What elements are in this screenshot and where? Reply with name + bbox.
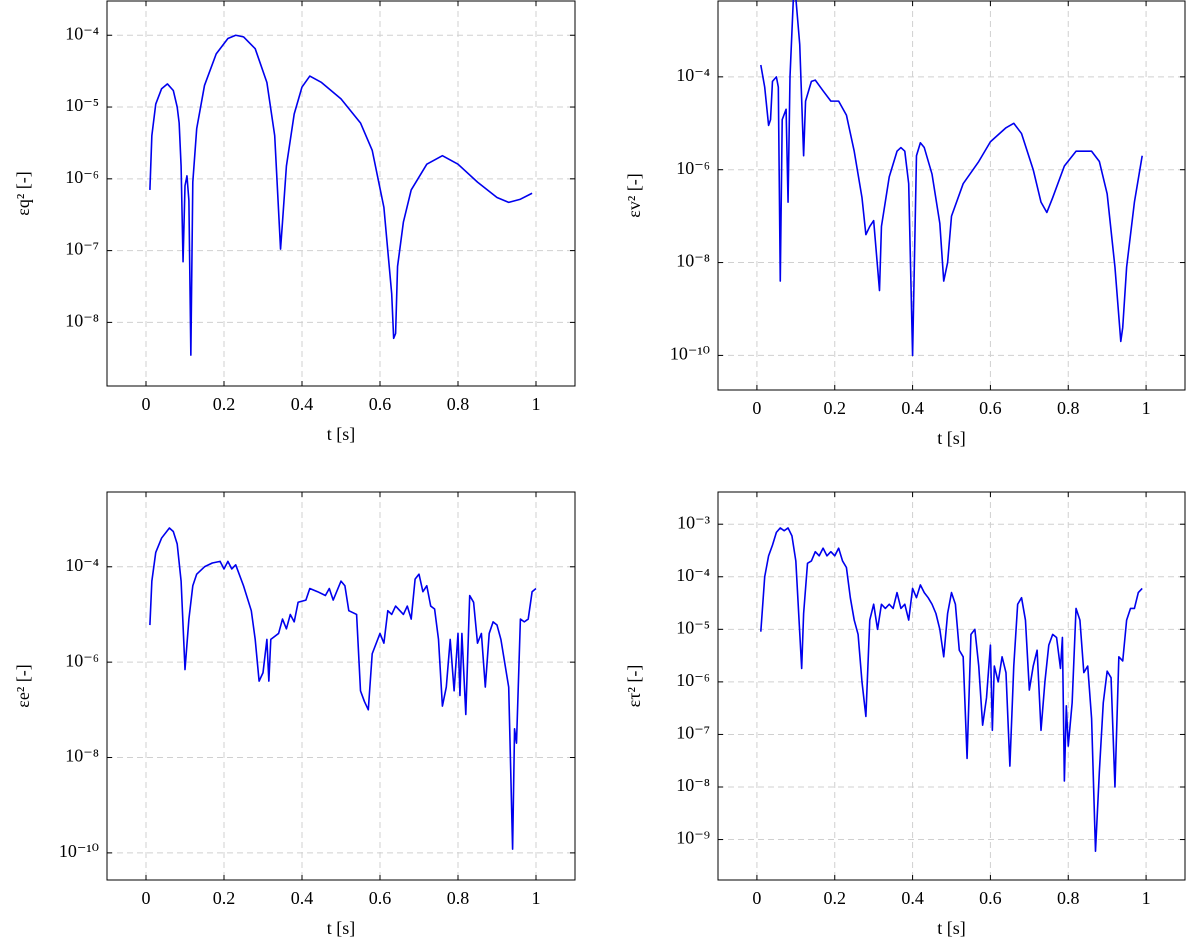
data-line: [760, 527, 1143, 853]
x-tick-label: 1: [532, 888, 541, 908]
plot-frame: [717, 491, 1186, 881]
plot-frame: [106, 0, 576, 387]
y-tick-label: 10⁻⁶: [676, 670, 710, 690]
subplot: 0 0.2 0.4 0.6 0.8 1 10⁻¹⁰ 10⁻⁸ 10⁻⁶ 10⁻⁴ t [s] εe² …: [13, 491, 576, 938]
x-axis-label: t [s]: [327, 424, 356, 444]
y-tick-label: 10⁻³: [677, 512, 711, 532]
x-tick-label: 0.2: [824, 398, 847, 418]
y-tick-label: 10⁻⁶: [676, 158, 710, 178]
y-tick-label: 10⁻⁷: [676, 723, 710, 743]
y-tick-label: 10⁻⁵: [65, 95, 99, 115]
y-tick-label: 10⁻¹⁰: [670, 344, 710, 364]
y-tick-label: 10⁻⁴: [65, 23, 99, 43]
subplot: 0 0.2 0.4 0.6 0.8 1 10⁻¹⁰ 10⁻⁸ 10⁻⁶ 10⁻⁴ t [s] εv² …: [624, 0, 1186, 448]
y-axis-label: εv² [-]: [624, 173, 644, 217]
y-tick-label: 10⁻⁸: [65, 311, 99, 331]
x-tick-label: 0.2: [213, 888, 236, 908]
y-tick-label: 10⁻⁵: [676, 617, 710, 637]
x-tick-label: 0: [142, 888, 151, 908]
x-axis-label: t [s]: [937, 428, 966, 448]
y-axis-label: εe² [-]: [13, 664, 33, 707]
x-tick-label: 0.8: [447, 394, 470, 414]
plot-frame: [717, 0, 1186, 391]
y-axis-label: ετ² [-]: [624, 665, 644, 708]
x-tick-label: 0: [142, 394, 151, 414]
y-tick-label: 10⁻⁴: [676, 565, 710, 585]
x-tick-label: 0.6: [369, 888, 392, 908]
y-tick-label: 10⁻⁴: [676, 65, 710, 85]
y-tick-label: 10⁻⁸: [65, 746, 99, 766]
x-tick-label: 0.6: [979, 888, 1002, 908]
x-tick-label: 0.4: [901, 398, 924, 418]
subplot: 0 0.2 0.4 0.6 0.8 1 10⁻⁹ 10⁻⁸ 10⁻⁷ 10⁻⁶ 10⁻⁵ 10⁻⁴ 10…: [624, 491, 1186, 938]
y-tick-label: 10⁻⁷: [65, 239, 99, 259]
plot-frame: [106, 491, 576, 881]
x-tick-label: 0: [752, 888, 761, 908]
x-tick-label: 0.4: [291, 888, 314, 908]
y-tick-label: 10⁻¹⁰: [59, 841, 99, 861]
y-tick-label: 10⁻⁹: [676, 828, 710, 848]
data-line: [149, 34, 533, 356]
x-tick-label: 0.8: [1057, 888, 1080, 908]
x-tick-label: 0.6: [369, 394, 392, 414]
x-tick-label: 0.4: [901, 888, 924, 908]
x-tick-label: 0.2: [213, 394, 236, 414]
x-tick-label: 0.4: [291, 394, 314, 414]
x-tick-label: 0.8: [447, 888, 470, 908]
y-axis-label: εq² [-]: [13, 171, 33, 215]
y-tick-label: 10⁻⁸: [676, 251, 710, 271]
data-line: [149, 527, 537, 850]
x-tick-label: 1: [1142, 888, 1151, 908]
x-tick-label: 0: [752, 398, 761, 418]
x-tick-label: 1: [532, 394, 541, 414]
x-tick-label: 1: [1142, 398, 1151, 418]
subplot: 0 0.2 0.4 0.6 0.8 1 10⁻⁸ 10⁻⁷ 10⁻⁶ 10⁻⁵ 10⁻⁴ t [s] ε…: [13, 0, 576, 444]
x-tick-label: 0.6: [979, 398, 1002, 418]
y-tick-label: 10⁻⁶: [65, 167, 99, 187]
x-axis-label: t [s]: [327, 918, 356, 938]
x-tick-label: 0.2: [824, 888, 847, 908]
y-tick-label: 10⁻⁸: [676, 775, 710, 795]
data-line: [760, 0, 1143, 357]
y-tick-label: 10⁻⁴: [65, 555, 99, 575]
x-axis-label: t [s]: [937, 918, 966, 938]
x-tick-label: 0.8: [1057, 398, 1080, 418]
y-tick-label: 10⁻⁶: [65, 650, 99, 670]
